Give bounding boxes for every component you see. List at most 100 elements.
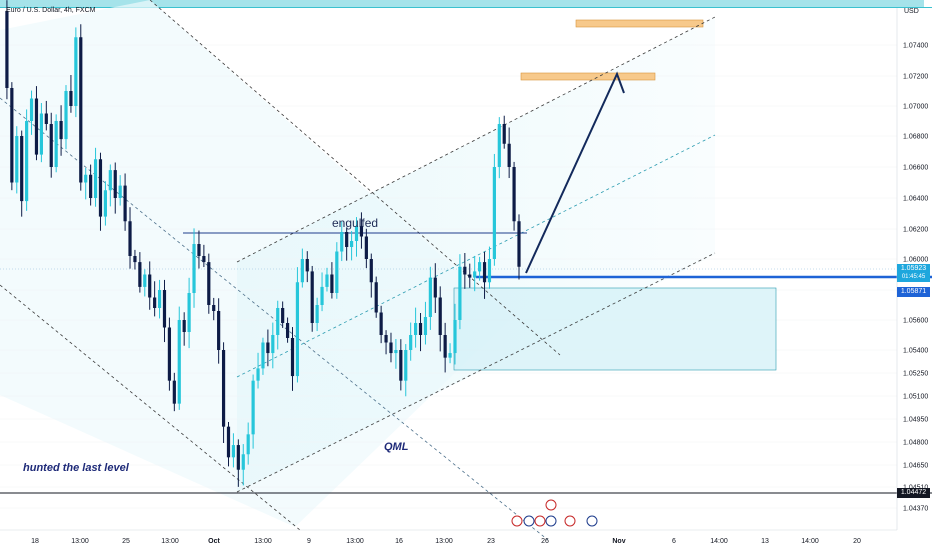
candle-body <box>84 174 88 183</box>
time-tick-label: Nov <box>612 538 625 545</box>
price-tick-label: 1.04370 <box>903 506 928 513</box>
candle-body <box>79 37 83 183</box>
candle-body <box>404 350 408 381</box>
time-axis[interactable]: 18 13:00 25 13:00 Oct 13:00 9 13:00 16 13:00 23 26 N… <box>31 538 861 545</box>
time-tick-label: 13:00 <box>71 538 89 545</box>
candle-body <box>5 10 9 88</box>
ascending-channel-lower-line[interactable] <box>236 252 716 493</box>
candle-body <box>364 236 368 259</box>
candle-body <box>315 305 319 323</box>
candle-body <box>428 277 432 317</box>
candle-body <box>123 185 127 222</box>
descending-channel-lower-line[interactable] <box>0 284 301 531</box>
time-tick-label: 20 <box>853 538 861 545</box>
price-tick-label: 1.07200 <box>903 74 928 81</box>
candle-body <box>285 323 290 338</box>
candle-body <box>349 241 354 247</box>
candle-body <box>187 293 191 332</box>
candle-body <box>418 323 423 335</box>
time-tick-label: 23 <box>487 538 495 545</box>
candle-body <box>226 426 231 458</box>
flag-us-icon <box>545 499 557 511</box>
candle-body <box>44 113 48 124</box>
candle-body <box>133 256 137 263</box>
candle-body <box>39 113 43 155</box>
time-tick-label: 16 <box>395 538 403 545</box>
candle-body <box>113 170 117 198</box>
ascending-channel-mid-line[interactable] <box>236 134 716 378</box>
target-zone-upper[interactable] <box>575 19 704 28</box>
candle-body <box>517 221 521 267</box>
countdown-value: 01:45:45 <box>901 274 926 280</box>
target-zone-lower[interactable] <box>520 72 656 81</box>
candle-body <box>374 282 378 313</box>
hunted-label: hunted the last level <box>23 462 130 474</box>
candle-body <box>458 266 462 320</box>
symbol-title[interactable]: Euro / U.S. Dollar, 4h, FXCM <box>6 7 96 14</box>
economic-events[interactable] <box>511 499 598 527</box>
candle-body <box>502 124 506 144</box>
candle-body <box>482 262 487 283</box>
candle-body <box>15 136 19 183</box>
candle-body <box>172 380 176 404</box>
candle-body <box>453 320 457 354</box>
candle-body <box>438 297 442 335</box>
demand-zone[interactable] <box>453 287 777 371</box>
candle-body <box>468 274 472 278</box>
candle-body <box>384 335 388 343</box>
candle-body <box>162 290 167 328</box>
candle-body <box>497 124 501 167</box>
candle-body <box>295 282 300 377</box>
time-tick-label: 13 <box>761 538 769 545</box>
time-tick-label: 13:00 <box>435 538 453 545</box>
price-tick-label: 1.06400 <box>903 196 928 203</box>
candle-body <box>54 121 58 167</box>
candle-body <box>34 98 39 155</box>
candle-body <box>192 244 196 293</box>
candle-body <box>153 297 157 308</box>
candle-body <box>207 262 211 305</box>
candle-body <box>246 434 250 455</box>
flag-eu-icon <box>523 515 535 527</box>
candle-body <box>369 259 373 283</box>
time-tick-label: 25 <box>122 538 130 545</box>
candle-body <box>310 271 314 323</box>
candle-body <box>305 259 309 272</box>
projection-arrow[interactable] <box>525 71 625 274</box>
descending-channel-upper-line[interactable] <box>149 0 561 356</box>
candle-body <box>330 274 334 293</box>
candle-body <box>231 445 236 458</box>
currency-label: USD <box>904 8 919 15</box>
candle-body <box>93 159 98 198</box>
candle-body <box>271 335 275 354</box>
candle-body <box>59 121 63 140</box>
price-tick-label: 1.06800 <box>903 134 928 141</box>
top-toolbar-strip <box>0 0 924 7</box>
key-level-tag: 1.05871 <box>897 287 930 297</box>
last-price-tag: 1.05923 01:45:45 <box>897 264 930 282</box>
candle-body <box>443 335 447 358</box>
low-level-tag: 1.04472 <box>897 488 930 498</box>
candle-body <box>276 308 280 335</box>
price-tick-label: 1.04650 <box>903 463 928 470</box>
candle-body <box>148 274 152 298</box>
price-tick-label: 1.04800 <box>903 440 928 447</box>
candle-body <box>379 312 383 335</box>
candle-body <box>118 185 122 198</box>
price-tick-label: 1.06600 <box>903 165 928 172</box>
price-tick-label: 1.04950 <box>903 417 928 424</box>
time-tick-label: 9 <box>307 538 311 545</box>
candle-body <box>108 170 112 191</box>
candle-body <box>221 350 226 427</box>
candle-body <box>20 136 24 202</box>
candle-body <box>256 368 260 381</box>
candle-body <box>473 271 477 278</box>
engulfed-label: engulfed <box>332 216 378 230</box>
time-tick-label: 13:00 <box>254 538 272 545</box>
candle-body <box>399 350 403 381</box>
candle-body <box>359 225 364 237</box>
candle-body <box>241 454 245 470</box>
qml-label: QML <box>384 441 409 453</box>
candle-body <box>354 225 359 241</box>
